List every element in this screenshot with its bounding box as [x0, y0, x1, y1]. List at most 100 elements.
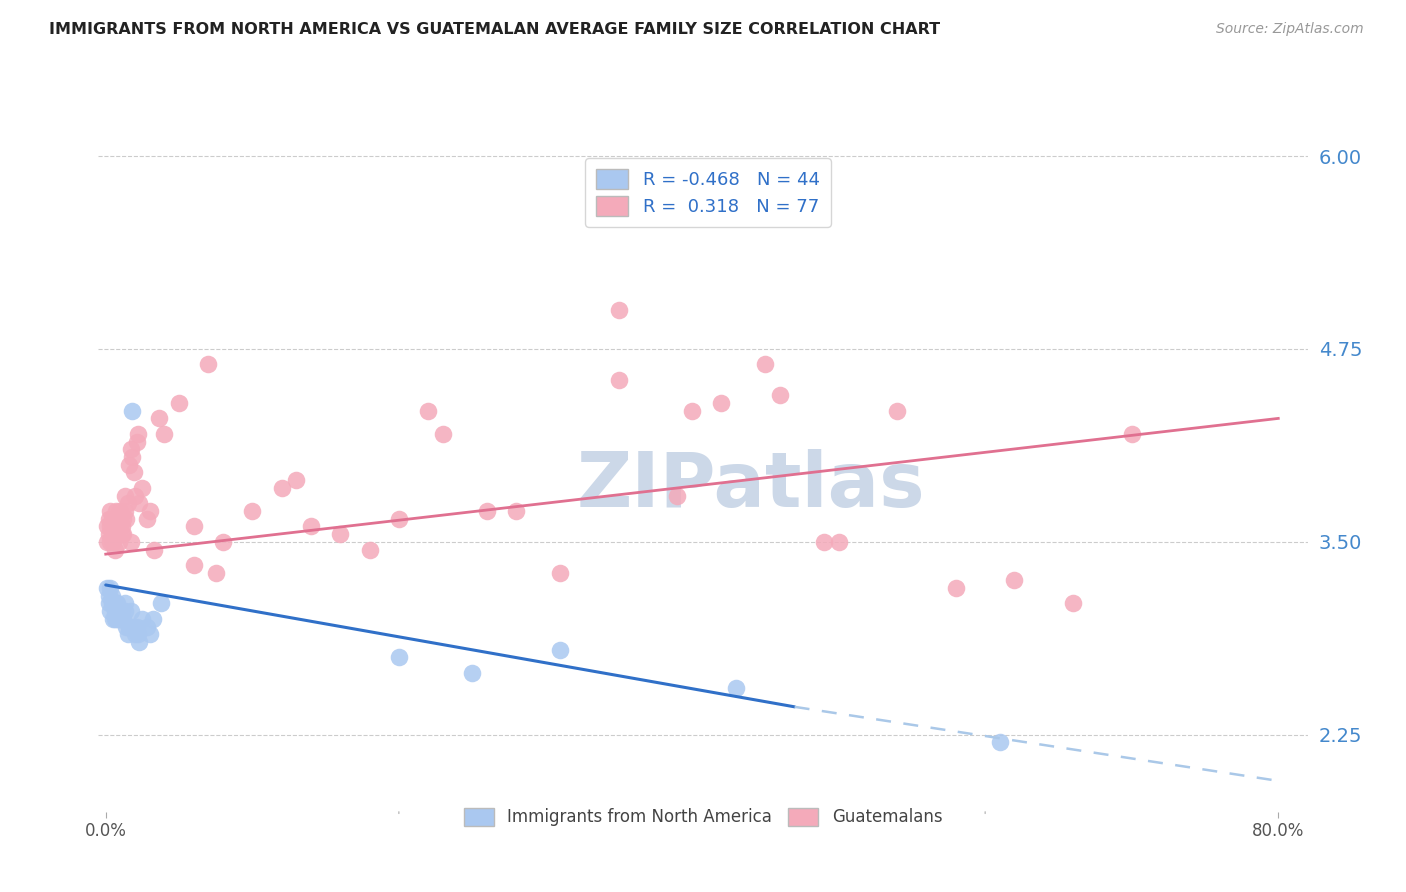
Point: [98, 581, 121, 595]
Point: [115, 619, 138, 633]
Point: [131, 481, 153, 495]
Point: [103, 612, 125, 626]
Point: [122, 466, 145, 480]
Point: [100, 597, 122, 611]
Point: [96, 519, 118, 533]
Point: [204, 566, 226, 580]
Point: [97, 511, 120, 525]
Point: [150, 597, 173, 611]
Point: [461, 665, 484, 680]
Point: [122, 619, 145, 633]
Point: [97, 527, 120, 541]
Point: [285, 473, 308, 487]
Point: [359, 542, 381, 557]
Point: [114, 489, 136, 503]
Point: [827, 534, 849, 549]
Point: [110, 604, 132, 618]
Point: [769, 388, 792, 402]
Point: [105, 597, 128, 611]
Point: [548, 642, 571, 657]
Point: [110, 519, 132, 533]
Point: [138, 627, 160, 641]
Point: [114, 504, 136, 518]
Point: [197, 358, 219, 372]
Point: [107, 527, 129, 541]
Point: [111, 604, 134, 618]
Point: [167, 396, 190, 410]
Point: [112, 527, 135, 541]
Point: [813, 534, 835, 549]
Point: [388, 650, 411, 665]
Point: [681, 403, 703, 417]
Point: [108, 612, 131, 626]
Point: [418, 403, 440, 417]
Point: [112, 511, 135, 525]
Point: [103, 542, 125, 557]
Point: [120, 534, 142, 549]
Point: [183, 519, 205, 533]
Point: [127, 627, 149, 641]
Text: ZIPatlas: ZIPatlas: [576, 449, 925, 523]
Point: [607, 303, 630, 318]
Point: [135, 511, 157, 525]
Point: [1062, 597, 1084, 611]
Point: [103, 527, 125, 541]
Point: [548, 566, 571, 580]
Text: IMMIGRANTS FROM NORTH AMERICA VS GUATEMALAN AVERAGE FAMILY SIZE CORRELATION CHAR: IMMIGRANTS FROM NORTH AMERICA VS GUATEMA…: [49, 22, 941, 37]
Point: [299, 519, 322, 533]
Point: [96, 534, 118, 549]
Point: [98, 504, 121, 518]
Point: [710, 396, 733, 410]
Point: [98, 519, 121, 533]
Point: [666, 489, 689, 503]
Point: [270, 481, 292, 495]
Point: [117, 627, 139, 641]
Point: [148, 411, 170, 425]
Point: [108, 604, 131, 618]
Point: [111, 527, 134, 541]
Point: [107, 519, 129, 533]
Point: [143, 542, 166, 557]
Point: [120, 442, 142, 457]
Point: [124, 627, 146, 641]
Point: [114, 597, 136, 611]
Point: [110, 612, 132, 626]
Legend: Immigrants from North America, Guatemalans: Immigrants from North America, Guatemala…: [457, 801, 949, 833]
Point: [112, 612, 135, 626]
Point: [329, 527, 352, 541]
Point: [138, 504, 160, 518]
Point: [105, 604, 128, 618]
Point: [117, 496, 139, 510]
Point: [108, 534, 131, 549]
Point: [754, 358, 776, 372]
Point: [98, 604, 121, 618]
Point: [103, 604, 125, 618]
Point: [97, 589, 120, 603]
Point: [101, 519, 124, 533]
Point: [886, 403, 908, 417]
Point: [1004, 574, 1026, 588]
Point: [100, 511, 122, 525]
Point: [240, 504, 263, 518]
Point: [120, 604, 142, 618]
Point: [101, 597, 124, 611]
Point: [135, 619, 157, 633]
Point: [101, 612, 124, 626]
Point: [114, 604, 136, 618]
Point: [105, 511, 128, 525]
Point: [945, 581, 967, 595]
Point: [105, 504, 128, 518]
Point: [142, 612, 165, 626]
Point: [107, 597, 129, 611]
Point: [118, 619, 141, 633]
Point: [98, 534, 121, 549]
Point: [108, 511, 131, 525]
Point: [121, 450, 143, 464]
Point: [100, 589, 122, 603]
Point: [101, 534, 124, 549]
Point: [505, 504, 527, 518]
Point: [118, 458, 141, 472]
Point: [125, 619, 148, 633]
Point: [115, 511, 138, 525]
Point: [125, 434, 148, 449]
